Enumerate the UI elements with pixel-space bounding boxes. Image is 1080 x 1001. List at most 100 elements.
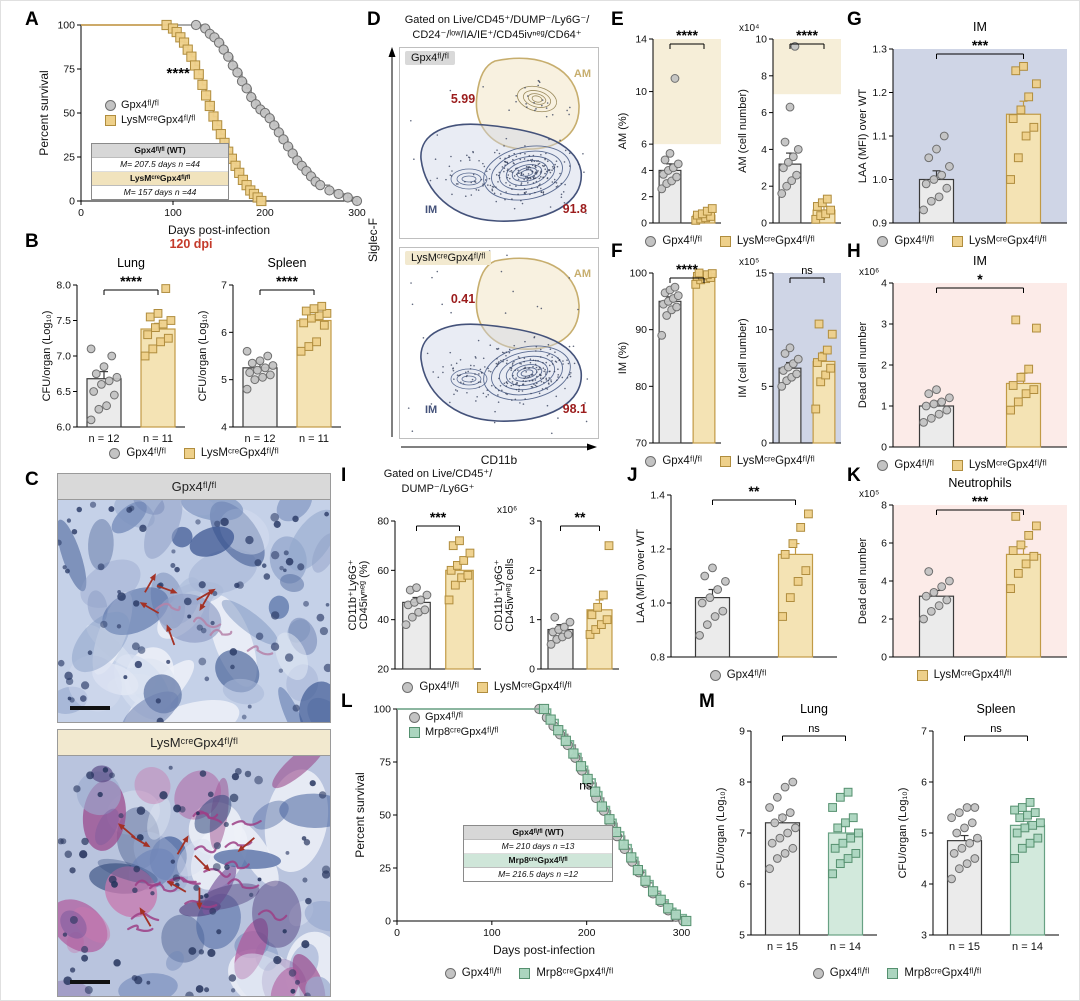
svg-text:7: 7 (921, 726, 927, 738)
panel-label-B: B (25, 231, 39, 252)
svg-text:3: 3 (881, 319, 887, 331)
svg-text:2: 2 (761, 181, 767, 193)
inset-genotype-wt: Gpx4ᶠˡ/ᶠˡ (WT) (92, 144, 228, 159)
gpx4-circle-marker (105, 99, 116, 111)
legend-label-lysm: LysMᶜʳᵉGpx4ᶠˡ/ᶠˡ (493, 681, 572, 693)
svg-text:15: 15 (755, 268, 767, 280)
svg-text:6.0: 6.0 (56, 422, 71, 434)
svg-text:****: **** (120, 273, 142, 289)
svg-text:300: 300 (673, 927, 691, 939)
legend-item-lysm: LysMᶜʳᵉGpx4ᶠˡ/ᶠˡ (105, 114, 195, 126)
svg-text:****: **** (167, 65, 191, 82)
svg-text:75: 75 (379, 757, 391, 769)
svg-text:4: 4 (881, 576, 887, 588)
legend-label-gpx4: Gpx4ᶠˡ/ᶠˡ (461, 967, 502, 979)
legend-label-mrp8: Mrp8ᶜʳᵉGpx4ᶠˡ/ᶠˡ (425, 726, 499, 738)
lysm-square-marker (183, 447, 195, 459)
legend-label-lysm: LysMᶜʳᵉGpx4ᶠˡ/ᶠˡ (736, 235, 815, 247)
gpx4-circle-marker (877, 459, 889, 471)
survival-plot-L: 0 25 50 75 100 0 100 200 300 Days post-infection P… (353, 704, 692, 957)
panel-J-legend: Gpx4ᶠˡ/ᶠˡ (633, 669, 843, 681)
legend-item-gpx4: Gpx4ᶠˡ/ᶠˡ (105, 99, 195, 111)
svg-text:***: *** (972, 37, 989, 53)
inset-genotype-lysm: LysMᶜʳᵉGpx4ᶠˡ/ᶠˡ (92, 172, 228, 187)
svg-text:6: 6 (761, 107, 767, 119)
svg-text:6: 6 (221, 327, 227, 339)
svg-text:4: 4 (921, 879, 927, 891)
svg-text:2: 2 (529, 565, 535, 577)
svg-text:1.4: 1.4 (650, 490, 665, 502)
svg-text:9: 9 (739, 726, 745, 738)
bar-chart-lung-cfu-mrp8: Lung 5 6 7 8 9 CFU/organ (Log₁₀) n = 15 n = 14 ns (715, 702, 877, 953)
svg-text:****: **** (796, 27, 818, 43)
legend-label-gpx4: Gpx4ᶠˡ/ᶠˡ (662, 455, 702, 467)
svg-text:100: 100 (373, 704, 391, 716)
svg-text:ns: ns (808, 723, 820, 735)
legend-label-gpx4: Gpx4ᶠˡ/ᶠˡ (126, 447, 166, 459)
svg-text:Percent survival: Percent survival (353, 772, 367, 857)
mrp8-square-marker (887, 967, 899, 979)
svg-text:14: 14 (635, 34, 647, 46)
legend-label-gpx4: Gpx4ᶠˡ/ᶠˡ (829, 967, 870, 979)
svg-text:2: 2 (881, 360, 887, 372)
svg-text:****: **** (676, 27, 698, 43)
cd11b-axis-arrow (401, 443, 597, 451)
svg-text:Percent survival: Percent survival (37, 70, 51, 155)
svg-text:IM: IM (425, 404, 437, 416)
legend-label-lysm: LysMᶜʳᵉGpx4ᶠˡ/ᶠˡ (933, 669, 1012, 681)
svg-text:1.0: 1.0 (872, 174, 887, 186)
svg-text:n = 14: n = 14 (830, 941, 861, 953)
histology-card-gpx4: Gpx4ᶠˡ/ᶠˡ (57, 473, 331, 723)
svg-text:Dead cell number: Dead cell number (857, 538, 869, 625)
gpx4-circle-marker (645, 235, 657, 247)
svg-text:75: 75 (63, 64, 75, 76)
legend-label-gpx4: Gpx4ᶠˡ/ᶠˡ (425, 711, 463, 723)
survival-L-legend: Gpx4ᶠˡ/ᶠˡ Mrp8ᶜʳᵉGpx4ᶠˡ/ᶠˡ (409, 711, 499, 738)
svg-text:x10⁴: x10⁴ (739, 23, 759, 34)
svg-text:8: 8 (739, 777, 745, 789)
flow-yaxis-label: Siglec-F (366, 218, 380, 263)
dpi-annotation: 120 dpi (169, 237, 213, 251)
panel-label-A: A (25, 9, 39, 30)
gpx4-circle-marker (645, 455, 657, 467)
panel-B-legend: Gpx4ᶠˡ/ᶠˡ LysMᶜʳᵉGpx4ᶠˡ/ᶠˡ (29, 447, 359, 459)
svg-text:200: 200 (256, 207, 274, 219)
svg-text:2: 2 (641, 191, 647, 203)
neutrophil-gating-header: Gated on Live/CD45⁺/ DUMP⁻/Ly6G⁺ (353, 467, 523, 497)
gpx4-circle-marker (709, 669, 721, 681)
bar-chart-neut-percent: 20 40 60 80 CD11b⁺Ly6G⁺ CD45ivⁿᵉᵍ (%) *** (347, 509, 481, 676)
svg-text:3: 3 (529, 516, 535, 528)
panel-L-legend: Gpx4ᶠˡ/ᶠˡ Mrp8ᶜʳᵉGpx4ᶠˡ/ᶠˡ (369, 967, 689, 979)
svg-text:0: 0 (641, 218, 647, 230)
panel-I-legend: Gpx4ᶠˡ/ᶠˡ LysMᶜʳᵉGpx4ᶠˡ/ᶠˡ (345, 681, 629, 693)
flow-gating-header: Gated on Live/CD45⁺/DUMP⁻/Ly6G⁻/ CD24⁻/ˡ… (383, 13, 611, 43)
svg-text:IM (%): IM (%) (617, 342, 629, 374)
svg-text:LAA (MFI) over WT: LAA (MFI) over WT (635, 529, 647, 623)
svg-text:5: 5 (221, 374, 227, 386)
histology-image-lysm (58, 756, 330, 996)
svg-text:AM (%): AM (%) (617, 113, 629, 150)
svg-text:***: *** (430, 509, 447, 525)
panel-label-I: I (341, 465, 347, 486)
svg-text:10: 10 (755, 324, 767, 336)
svg-text:****: **** (676, 261, 698, 277)
svg-text:ns: ns (801, 265, 813, 277)
panel-G-legend: Gpx4ᶠˡ/ᶠˡ LysMᶜʳᵉGpx4ᶠˡ/ᶠˡ (845, 235, 1079, 247)
svg-text:0: 0 (78, 207, 84, 219)
bar-chart-spleen-cfu-mrp8: Spleen 3 4 5 6 7 CFU/organ (Log₁₀) n = 15 n = 14… (897, 702, 1059, 953)
svg-text:5: 5 (739, 930, 745, 942)
svg-text:n = 12: n = 12 (245, 433, 276, 445)
svg-text:LAA (MFI) over WT: LAA (MFI) over WT (857, 89, 869, 183)
flow-plot-gpx4: AM 5.99 IM 91.8 (399, 47, 599, 239)
svg-text:7.0: 7.0 (56, 351, 71, 363)
svg-text:CFU/organ (Log₁₀): CFU/organ (Log₁₀) (197, 311, 209, 402)
lysm-square-marker (951, 235, 963, 247)
neutrophil-gating-header-line1: Gated on Live/CD45⁺/ (383, 468, 493, 480)
svg-text:n = 15: n = 15 (949, 941, 980, 953)
svg-text:60: 60 (377, 565, 389, 577)
svg-text:1: 1 (529, 614, 535, 626)
svg-text:AM (cell number): AM (cell number) (737, 89, 749, 173)
svg-text:CD11b⁺Ly6G⁺: CD11b⁺Ly6G⁺ (347, 559, 359, 630)
bar-chart-im-number: x10⁵ 0 5 10 15 IM (cell number) ns (737, 257, 841, 450)
flow-gating-header-line2: CD24⁻/ˡᵒʷ/IA/IE⁺/CD45ivⁿᵉᵍ/CD64⁺ (412, 28, 582, 41)
